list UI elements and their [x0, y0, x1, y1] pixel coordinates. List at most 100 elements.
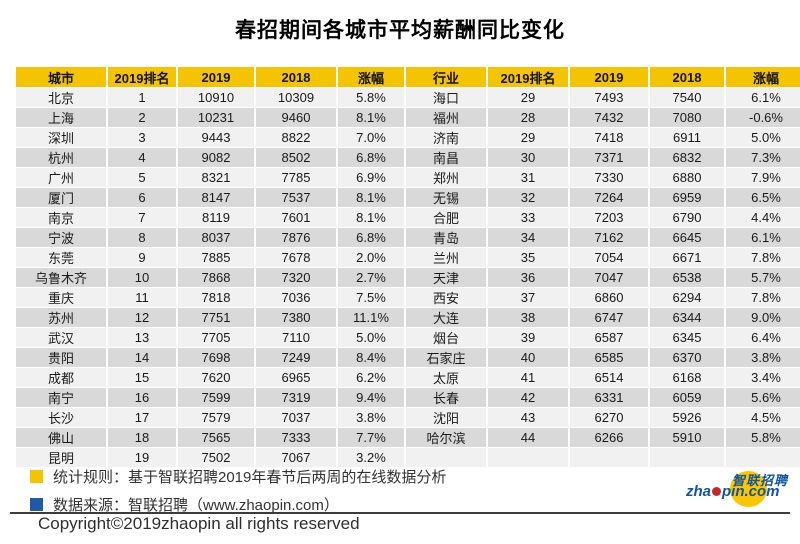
value-cell: 3.8%: [338, 408, 404, 427]
value-cell: 6168: [650, 368, 724, 387]
city-cell: 哈尔滨: [406, 428, 486, 447]
city-cell: 厦门: [16, 188, 106, 207]
value-cell: 43: [488, 408, 568, 427]
value-cell: 6370: [650, 348, 724, 367]
city-cell: 西安: [406, 288, 486, 307]
header-rank-right: 2019排名: [488, 67, 568, 87]
value-cell: 6.8%: [338, 148, 404, 167]
value-cell: 9: [108, 248, 176, 267]
city-cell: [406, 448, 486, 467]
value-cell: 7540: [650, 88, 724, 107]
header-rank-left: 2019排名: [108, 67, 176, 87]
city-cell: 昆明: [16, 448, 106, 467]
value-cell: 5.0%: [726, 128, 800, 147]
value-cell: 8119: [178, 208, 254, 227]
value-cell: 6.8%: [338, 228, 404, 247]
city-cell: 合肥: [406, 208, 486, 227]
value-cell: 6294: [650, 288, 724, 307]
value-cell: 7493: [570, 88, 648, 107]
city-cell: 烟台: [406, 328, 486, 347]
value-cell: 42: [488, 388, 568, 407]
value-cell: 7432: [570, 108, 648, 127]
value-cell: 7537: [256, 188, 336, 207]
value-cell: 1: [108, 88, 176, 107]
value-cell: 3.2%: [338, 448, 404, 467]
table-row: 北京 1 10910 10309 5.8% 海口 29 7493 7540 6.1%: [16, 88, 800, 107]
value-cell: [650, 448, 724, 467]
city-cell: 苏州: [16, 308, 106, 327]
value-cell: 8321: [178, 168, 254, 187]
value-cell: 10309: [256, 88, 336, 107]
value-cell: 36: [488, 268, 568, 287]
city-cell: 青岛: [406, 228, 486, 247]
value-cell: 37: [488, 288, 568, 307]
value-cell: 10: [108, 268, 176, 287]
city-cell: 杭州: [16, 148, 106, 167]
table-row: 成都 15 7620 6965 6.2% 太原 41 6514 6168 3.4%: [16, 368, 800, 387]
city-cell: 佛山: [16, 428, 106, 447]
value-cell: 7.3%: [726, 148, 800, 167]
table-row: 东莞 9 7885 7678 2.0% 兰州 35 7054 6671 7.8%: [16, 248, 800, 267]
value-cell: 6.1%: [726, 88, 800, 107]
value-cell: 7320: [256, 268, 336, 287]
value-cell: 9443: [178, 128, 254, 147]
city-cell: 兰州: [406, 248, 486, 267]
value-cell: 4.5%: [726, 408, 800, 427]
value-cell: 8.1%: [338, 188, 404, 207]
stat-rule-row: 统计规则：基于智联招聘2019年春节后两周的在线数据分析: [30, 466, 446, 487]
value-cell: 7: [108, 208, 176, 227]
value-cell: 8147: [178, 188, 254, 207]
value-cell: 7371: [570, 148, 648, 167]
value-cell: 6.9%: [338, 168, 404, 187]
value-cell: 5910: [650, 428, 724, 447]
table-row: 贵阳 14 7698 7249 8.4% 石家庄 40 6585 6370 3.8%: [16, 348, 800, 367]
value-cell: 6965: [256, 368, 336, 387]
value-cell: 7785: [256, 168, 336, 187]
table-row: 重庆 11 7818 7036 7.5% 西安 37 6860 6294 7.8%: [16, 288, 800, 307]
header-change-right: 涨幅: [726, 67, 800, 87]
value-cell: 35: [488, 248, 568, 267]
logo-latin-prefix: zha: [686, 483, 712, 500]
value-cell: 6747: [570, 308, 648, 327]
value-cell: 12: [108, 308, 176, 327]
value-cell: 7380: [256, 308, 336, 327]
table-row: 杭州 4 9082 8502 6.8% 南昌 30 7371 6832 7.3%: [16, 148, 800, 167]
header-city-left: 城市: [16, 67, 106, 87]
value-cell: 7599: [178, 388, 254, 407]
blue-square-bullet-icon: [30, 498, 43, 511]
table-row: 苏州 12 7751 7380 11.1% 大连 38 6747 6344 9.0%: [16, 308, 800, 327]
value-cell: 5926: [650, 408, 724, 427]
table-row: 长沙 17 7579 7037 3.8% 沈阳 43 6270 5926 4.5%: [16, 408, 800, 427]
value-cell: 3.4%: [726, 368, 800, 387]
page-title: 春招期间各城市平均薪酬同比变化: [235, 19, 565, 42]
value-cell: 6: [108, 188, 176, 207]
value-cell: 6059: [650, 388, 724, 407]
city-cell: 深圳: [16, 128, 106, 147]
value-cell: 6.1%: [726, 228, 800, 247]
city-cell: 济南: [406, 128, 486, 147]
city-cell: 沈阳: [406, 408, 486, 427]
city-cell: 长沙: [16, 408, 106, 427]
city-cell: 广州: [16, 168, 106, 187]
value-cell: 6790: [650, 208, 724, 227]
city-cell: 太原: [406, 368, 486, 387]
city-cell: 无锡: [406, 188, 486, 207]
value-cell: 7751: [178, 308, 254, 327]
header-2019-right: 2019: [570, 67, 648, 87]
city-cell: 长春: [406, 388, 486, 407]
value-cell: 7601: [256, 208, 336, 227]
city-cell: 南宁: [16, 388, 106, 407]
value-cell: 6832: [650, 148, 724, 167]
value-cell: 7264: [570, 188, 648, 207]
value-cell: 11.1%: [338, 308, 404, 327]
value-cell: 7.7%: [338, 428, 404, 447]
value-cell: 7333: [256, 428, 336, 447]
value-cell: 6.4%: [726, 328, 800, 347]
city-cell: 东莞: [16, 248, 106, 267]
value-cell: 28: [488, 108, 568, 127]
value-cell: 6345: [650, 328, 724, 347]
value-cell: 5.7%: [726, 268, 800, 287]
value-cell: 6344: [650, 308, 724, 327]
city-cell: 福州: [406, 108, 486, 127]
value-cell: 5: [108, 168, 176, 187]
